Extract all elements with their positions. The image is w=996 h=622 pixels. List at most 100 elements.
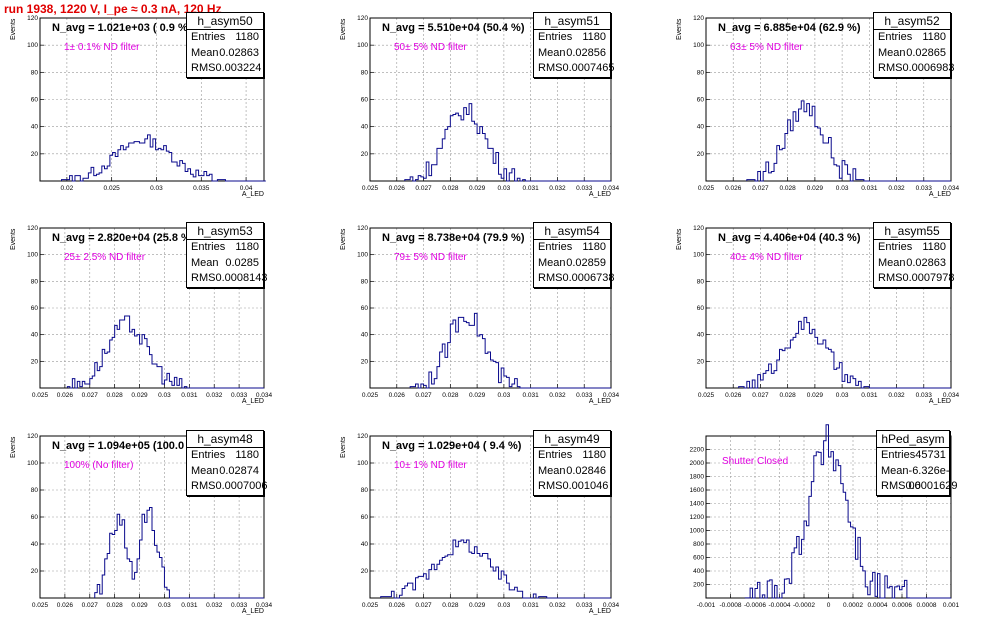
histogram-name: h_asym52 — [874, 13, 950, 30]
x-tick-label: 0.034 — [256, 392, 273, 399]
stats-label-rms: RMS — [191, 62, 216, 74]
y-tick-label: 120 — [693, 15, 704, 22]
histogram-panel-hPed_asym: -0.001 -0.0008 -0.0006 -0.0004 -0.0002 0 0.000… — [690, 424, 960, 609]
histogram-panel-h_asym52: 0.025 0.026 0.027 0.028 0.029 0.03 0.031 0.032 0… — [676, 12, 960, 198]
stats-label-rms: RMS — [878, 272, 903, 284]
stats-row-mean: Mean 0.02856 — [534, 46, 610, 62]
y-tick-label: 80 — [361, 278, 369, 285]
x-tick-label: 0.029 — [131, 602, 148, 609]
x-tick-label: 0.032 — [549, 392, 566, 399]
stats-row-mean: Mean 0.02874 — [187, 464, 263, 480]
x-axis-label: A_LED — [241, 608, 264, 615]
x-tick-label: 0.027 — [415, 392, 432, 399]
stats-label-entries: Entries — [878, 31, 913, 43]
x-tick-label: 0.026 — [725, 185, 742, 192]
y-tick-label: 60 — [697, 97, 705, 104]
stats-label-mean: Mean — [191, 256, 219, 269]
x-tick-label: 0.034 — [603, 602, 620, 609]
x-tick-label: 0.032 — [888, 185, 905, 192]
x-tick-label: 0.025 — [362, 185, 379, 192]
stats-value-mean: 0.02856 — [566, 46, 606, 59]
stats-value-rms: 0.0007465 — [562, 62, 615, 74]
stats-value-rms: 0.0008143 — [215, 272, 268, 284]
y-tick-label: 40 — [31, 332, 39, 339]
histogram-name: h_asym50 — [187, 13, 263, 30]
filter-label: 63± 5% ND filter — [730, 42, 803, 53]
stats-box: h_asym54 Entries 1180 Mean 0.02859 RMS 0.00067… — [533, 222, 614, 288]
x-tick-label: 0.04 — [240, 185, 253, 192]
stats-value-rms: 0.003224 — [215, 62, 262, 74]
y-tick-label: 120 — [357, 225, 368, 232]
y-tick-label: 40 — [697, 124, 705, 131]
stats-box: h_asym52 Entries 1180 Mean 0.02865 RMS 0.00069… — [873, 12, 954, 78]
x-tick-label: 0.031 — [181, 602, 198, 609]
x-tick-label: 0.033 — [576, 392, 593, 399]
histogram-name: hPed_asym — [877, 431, 949, 448]
x-tick-label: 0.033 — [231, 602, 248, 609]
stats-label-entries: Entries — [878, 241, 913, 253]
y-tick-label: 80 — [697, 69, 705, 76]
y-axis-label: Events — [10, 18, 17, 40]
stats-value-entries: 1180 — [922, 31, 946, 43]
stats-box: h_asym48 Entries 1180 Mean 0.02874 RMS 0.00070… — [186, 430, 267, 496]
stats-value-mean: 0.02863 — [906, 256, 946, 269]
x-axis-label: A_LED — [928, 191, 951, 198]
plot-svg: 0.025 0.026 0.027 0.028 0.029 0.03 0.031 0.032 0… — [27, 225, 272, 399]
y-tick-label: 400 — [693, 568, 704, 575]
x-tick-label: 0.034 — [256, 602, 273, 609]
histogram-panel-h_asym49: 0.025 0.026 0.027 0.028 0.029 0.03 0.031 0.032 0… — [340, 430, 620, 615]
x-axis-label: A_LED — [588, 608, 611, 615]
plot-svg: 0.025 0.026 0.027 0.028 0.029 0.03 0.031 0.032 0… — [693, 225, 959, 399]
filter-label: 100% (No filter) — [64, 460, 134, 471]
y-tick-label: 100 — [357, 460, 368, 467]
stats-value-entries: 1180 — [235, 241, 259, 253]
y-tick-label: 120 — [357, 15, 368, 22]
y-tick-label: 40 — [31, 124, 39, 131]
x-tick-label: 0.027 — [752, 392, 769, 399]
y-tick-label: 60 — [361, 514, 369, 521]
x-tick-label: 0.026 — [389, 185, 406, 192]
x-tick-label: 0.029 — [807, 185, 824, 192]
x-tick-label: 0.0006 — [892, 602, 912, 609]
histogram-panel-h_asym48: 0.025 0.026 0.027 0.028 0.029 0.03 0.031 0.032 0… — [10, 430, 273, 615]
stats-row-entries: Entries 1180 — [874, 30, 950, 46]
stats-box: h_asym51 Entries 1180 Mean 0.02856 RMS 0.00074… — [533, 12, 615, 78]
x-tick-label: 0.001 — [943, 602, 960, 609]
x-tick-label: 0.027 — [752, 185, 769, 192]
x-tick-label: 0.03 — [150, 185, 163, 192]
y-tick-label: 1200 — [690, 514, 705, 521]
stats-value-entries: 1180 — [235, 449, 259, 461]
y-tick-label: 800 — [693, 541, 704, 548]
filter-label: 50± 5% ND filter — [394, 42, 467, 53]
y-tick-label: 200 — [693, 582, 704, 589]
stats-value-rms: 0.0001629 — [905, 480, 958, 492]
stats-box: h_asym53 Entries 1180 Mean 0.0285 RMS 0.000814… — [186, 222, 268, 288]
x-tick-label: -0.0002 — [793, 602, 815, 609]
y-tick-label: 120 — [27, 225, 38, 232]
x-tick-label: 0.031 — [523, 602, 540, 609]
x-axis-label: A_LED — [588, 191, 611, 198]
x-tick-label: 0.026 — [57, 602, 74, 609]
stats-row-entries: Entries 1180 — [187, 30, 263, 46]
stats-label-mean: Mean — [191, 46, 219, 59]
x-tick-label: 0.031 — [523, 185, 540, 192]
x-tick-label: 0.031 — [181, 392, 198, 399]
x-tick-label: 0.028 — [780, 392, 797, 399]
histogram-series — [61, 134, 266, 182]
stats-label-entries: Entries — [191, 241, 226, 253]
x-tick-label: 0.03 — [158, 392, 171, 399]
navg-label: N_avg = 6.885e+04 (62.9 %) — [718, 22, 861, 34]
stats-label-entries: Entries — [538, 241, 573, 253]
plot-svg: 0.025 0.026 0.027 0.028 0.029 0.03 0.031 0.032 0… — [357, 15, 619, 192]
x-tick-label: 0.034 — [943, 392, 960, 399]
stats-label-mean: Mean — [538, 464, 566, 477]
y-axis-label: Events — [676, 228, 683, 250]
x-tick-label: 0.029 — [469, 602, 486, 609]
y-tick-label: 1400 — [690, 501, 705, 508]
stats-label-rms: RMS — [538, 480, 563, 492]
x-tick-label: 0.028 — [442, 392, 459, 399]
stats-value-mean: 0.02859 — [566, 256, 606, 269]
x-tick-label: 0.032 — [206, 602, 223, 609]
y-tick-label: 20 — [697, 151, 705, 158]
stats-label-entries: Entries — [538, 31, 573, 43]
